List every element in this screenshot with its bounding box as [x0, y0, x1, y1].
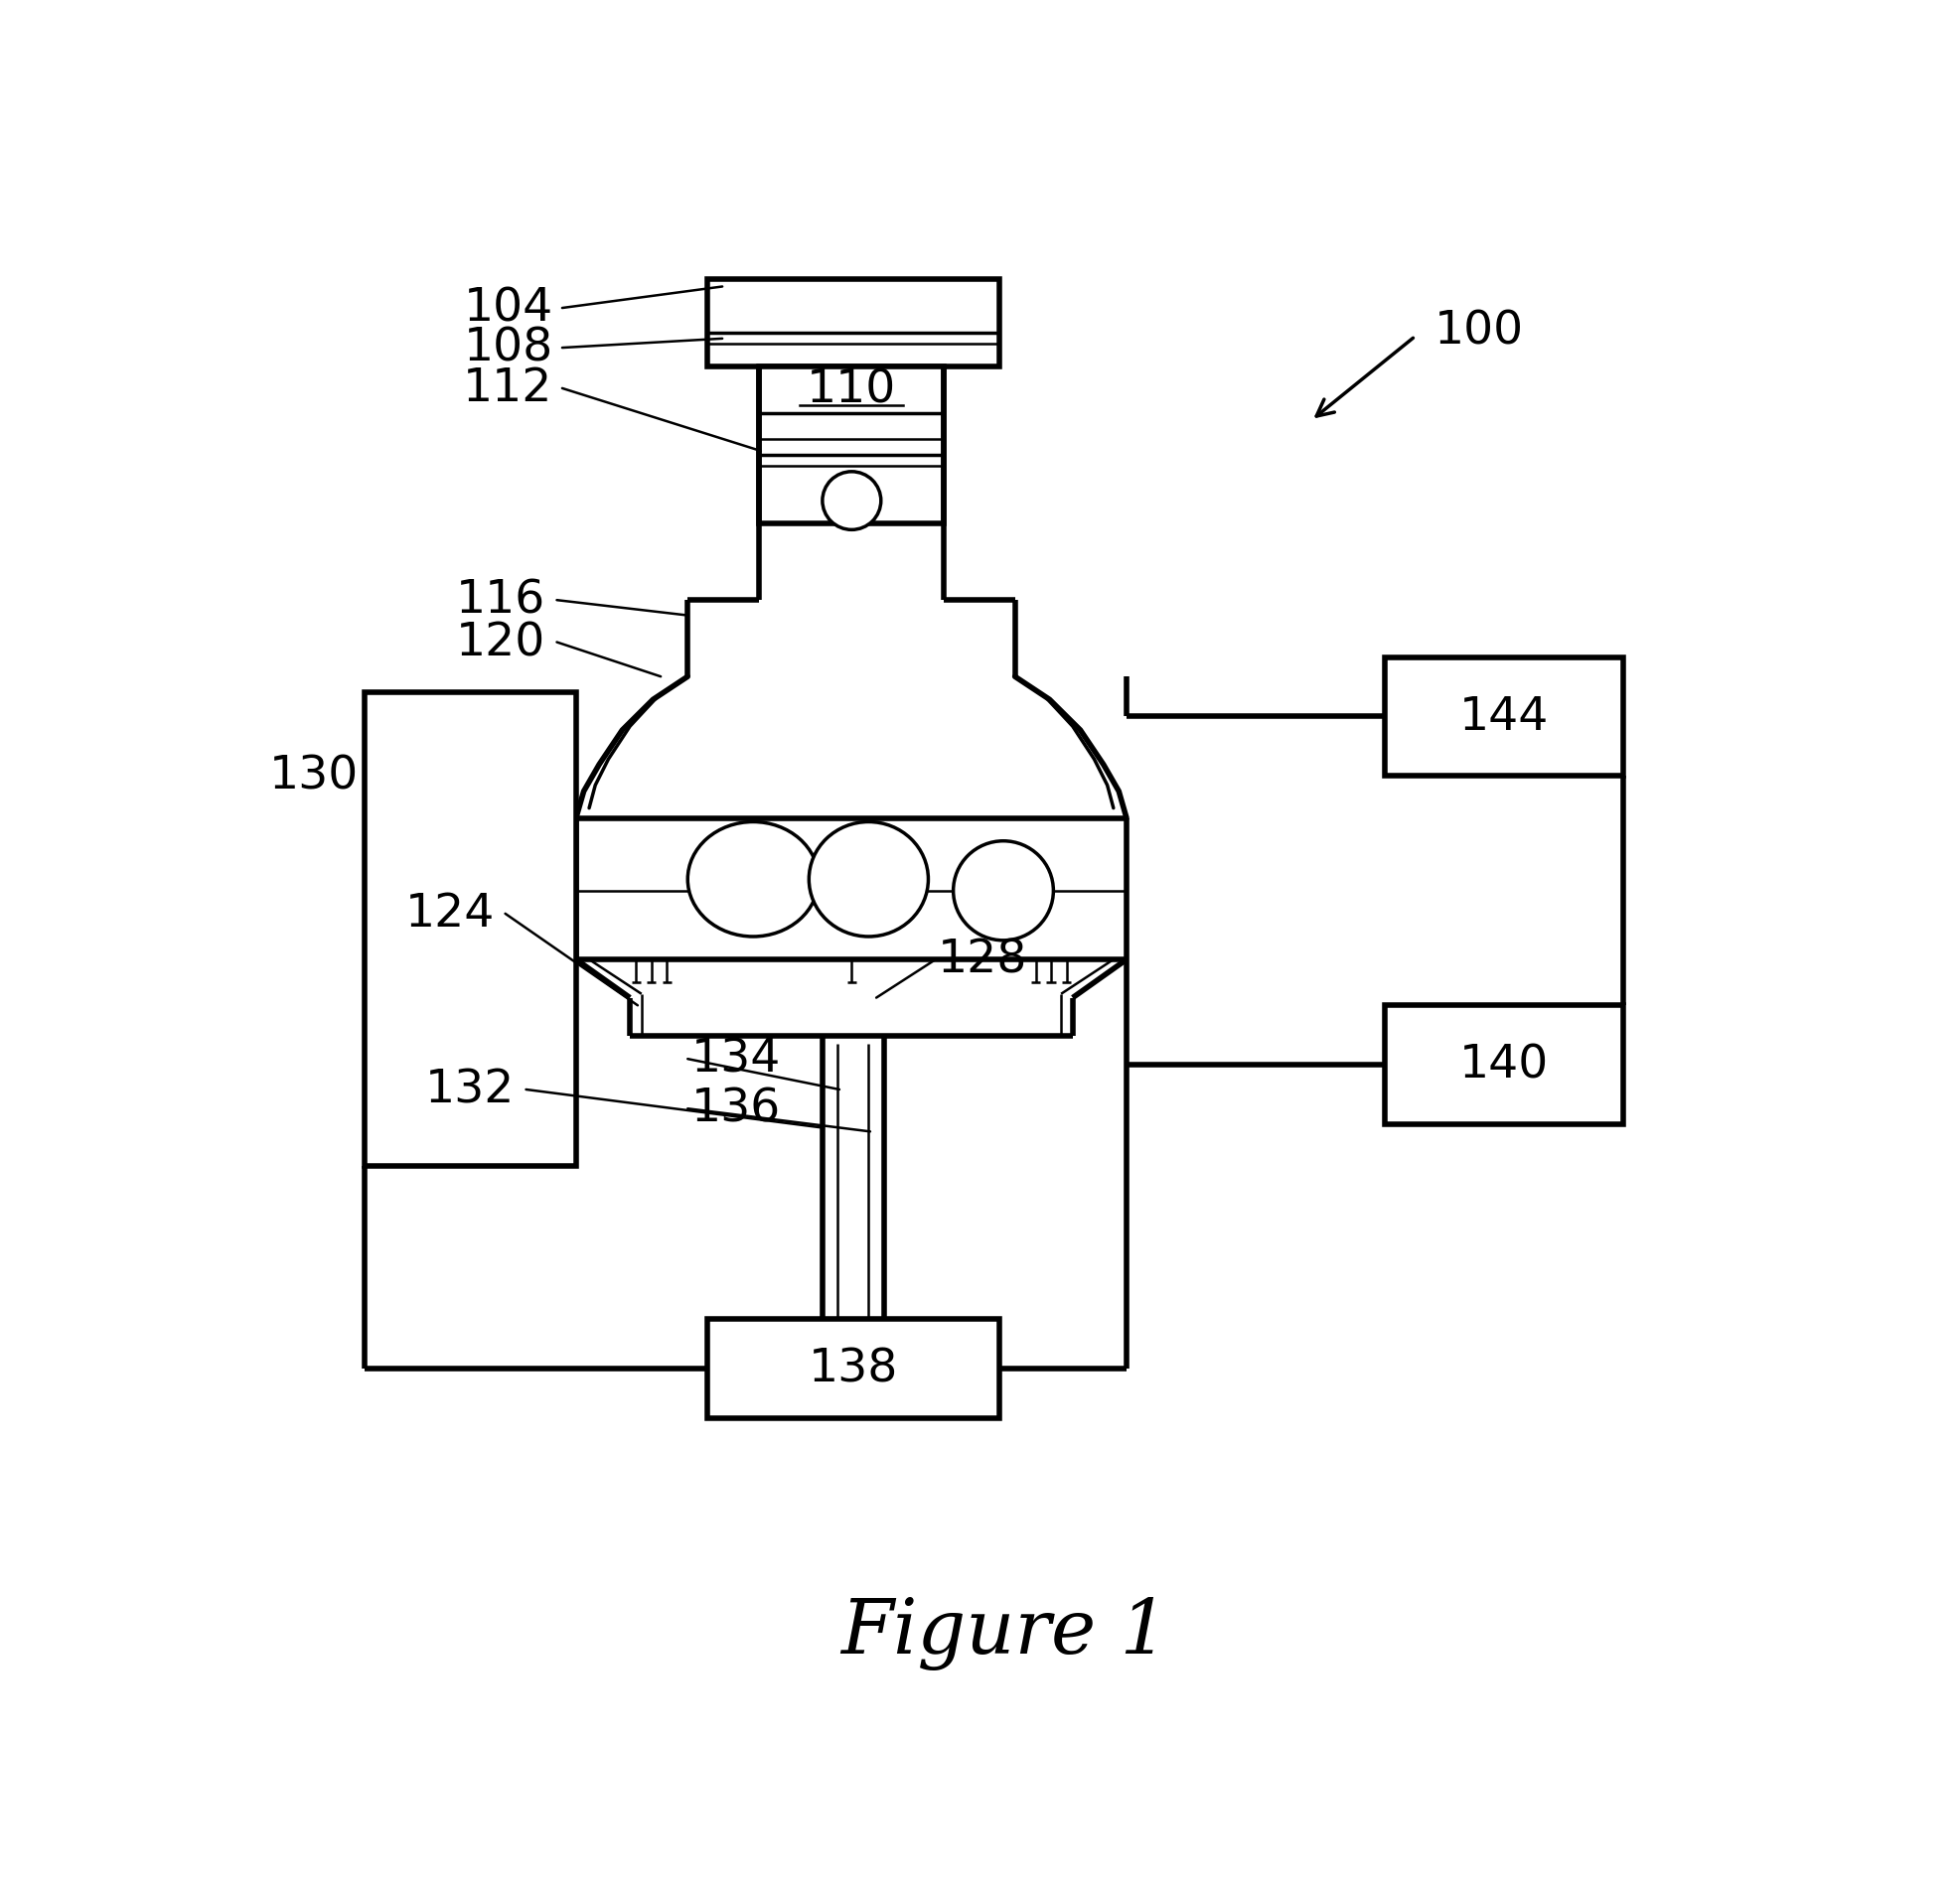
Bar: [1384, 658, 1623, 777]
Ellipse shape: [953, 841, 1053, 941]
Text: 130: 130: [269, 754, 359, 799]
Bar: [759, 368, 945, 524]
Ellipse shape: [688, 822, 819, 937]
Text: 104: 104: [463, 287, 553, 332]
Text: 120: 120: [455, 620, 545, 665]
Ellipse shape: [809, 822, 929, 937]
Bar: [708, 1319, 1000, 1419]
Text: 140: 140: [1458, 1042, 1548, 1088]
Text: 134: 134: [692, 1037, 782, 1082]
Bar: [365, 692, 576, 1167]
Text: 116: 116: [455, 579, 545, 624]
Bar: [708, 279, 1000, 368]
Circle shape: [823, 473, 880, 530]
Text: 138: 138: [808, 1346, 898, 1391]
Text: 132: 132: [425, 1067, 514, 1112]
Text: 128: 128: [939, 937, 1027, 982]
Text: 136: 136: [692, 1086, 782, 1131]
Text: 124: 124: [406, 892, 496, 937]
Text: 144: 144: [1458, 694, 1548, 739]
Text: 100: 100: [1435, 309, 1525, 354]
Bar: [1384, 1007, 1623, 1123]
Text: 110: 110: [808, 368, 896, 413]
Text: Figure 1: Figure 1: [841, 1597, 1168, 1670]
Text: 108: 108: [463, 326, 553, 371]
Text: 112: 112: [463, 368, 553, 411]
